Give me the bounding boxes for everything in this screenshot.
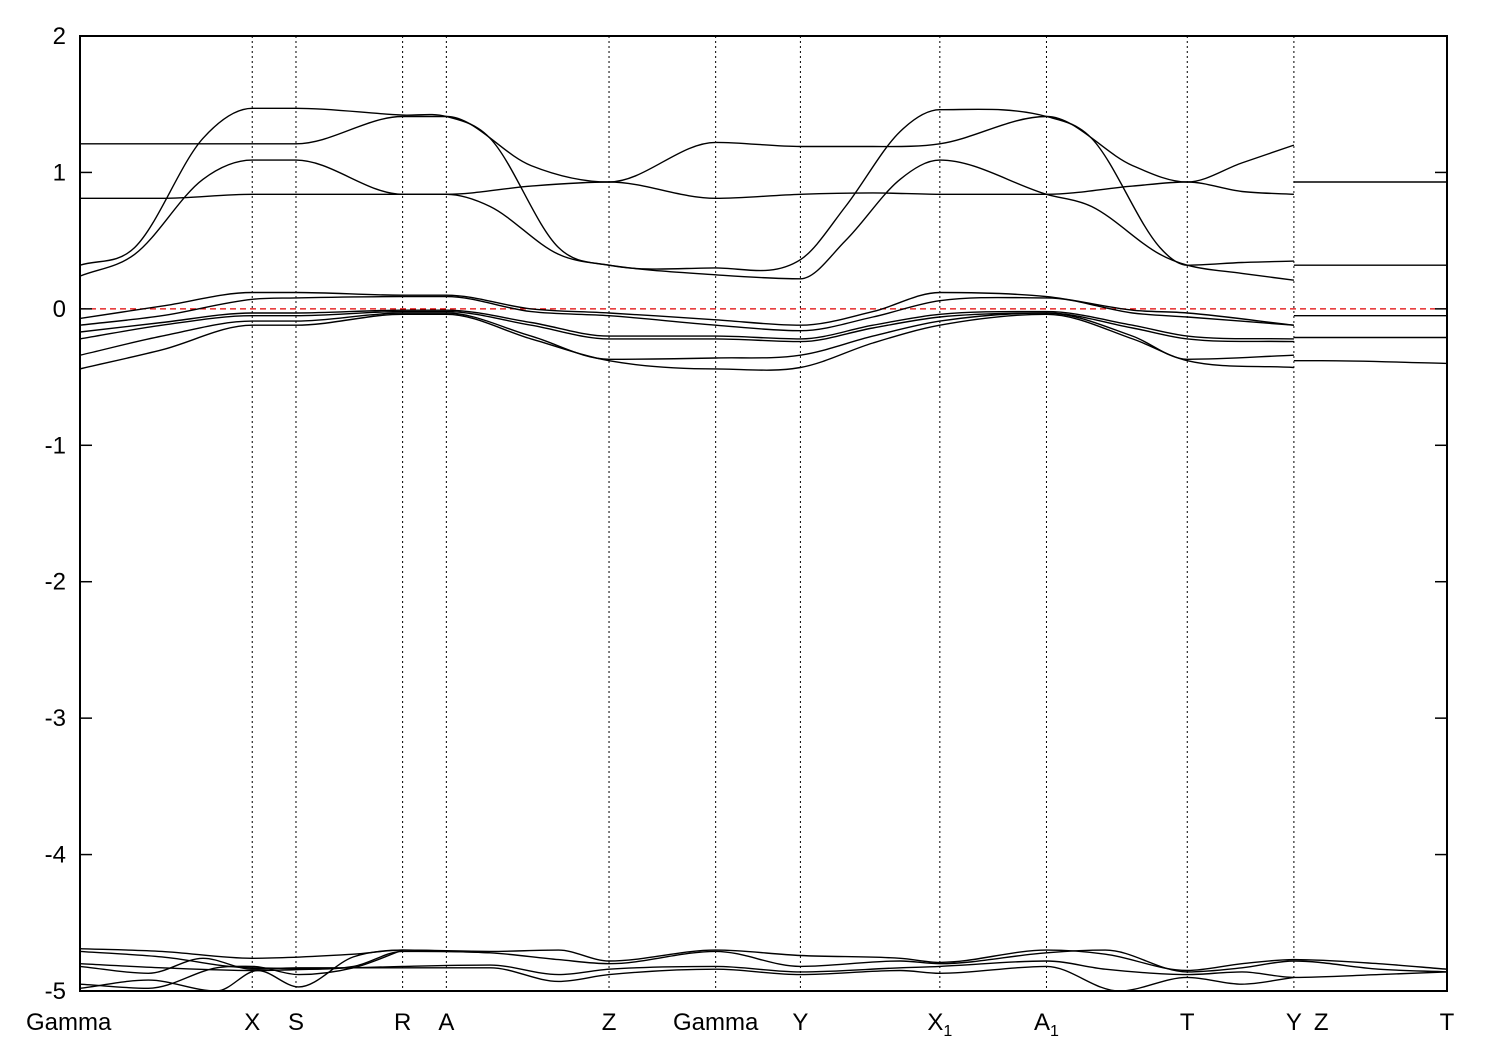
kpoint-label-3: R <box>394 1009 411 1036</box>
kpoint-label-11: Y <box>1286 1009 1302 1036</box>
band-3 <box>80 159 1294 281</box>
band-1 <box>80 181 1294 200</box>
band-lines <box>80 107 1447 991</box>
kpoint-label-text-13: T <box>1440 1009 1455 1036</box>
kpoint-label-4: A <box>438 1009 454 1036</box>
kpoint-label-7: Y <box>792 1009 808 1036</box>
band-2 <box>80 107 1294 272</box>
kpoint-label-text-7: Y <box>792 1009 808 1036</box>
y-tick-label-4: -2 <box>45 569 66 596</box>
band-15 <box>80 948 1447 972</box>
kpoint-label-text-5: Z <box>602 1009 617 1036</box>
kpoint-label-text-0: Gamma <box>26 1009 112 1036</box>
kpoint-label-text-9: A <box>1034 1009 1050 1036</box>
kpoint-label-1: X <box>244 1009 260 1036</box>
kpoint-label-13: T <box>1440 1009 1455 1036</box>
kpoint-label-12: Z <box>1314 1009 1329 1036</box>
plot-frame-group <box>79 35 1448 992</box>
kpoint-label-text-12: Z <box>1314 1009 1329 1036</box>
band-7 <box>80 295 1294 332</box>
kpoint-label-text-11: Y <box>1286 1009 1302 1036</box>
kpoint-label-text-3: R <box>394 1009 411 1036</box>
y-axis-ticks: 2 1 0 -1 -2 -3 -4 -5 <box>45 23 1447 1005</box>
kpoint-label-text-4: A <box>438 1009 454 1036</box>
kpoint-label-5: Z <box>602 1009 617 1036</box>
band-0 <box>80 115 1295 183</box>
band-6 <box>80 291 1294 326</box>
kpoint-lines <box>251 36 1295 991</box>
y-tick-label-6: -4 <box>45 842 66 869</box>
kpoint-label-text-8: X <box>927 1009 943 1036</box>
kpoint-label-text-10: T <box>1180 1009 1195 1036</box>
kpoint-label-8: X1 <box>927 1009 952 1040</box>
kpoint-label-text-1: X <box>244 1009 260 1036</box>
band-8 <box>80 309 1294 340</box>
band-20 <box>80 949 491 991</box>
kpoint-label-2: S <box>288 1009 304 1036</box>
kpoint-label-text-6: Gamma <box>673 1009 759 1036</box>
y-tick-label-0: 2 <box>53 23 66 50</box>
kpoint-label-9: A1 <box>1034 1009 1059 1040</box>
kpoint-label-0: Gamma <box>26 1009 112 1036</box>
y-tick-label-7: -5 <box>45 978 66 1005</box>
band-18 <box>80 957 1294 991</box>
kpoint-label-sub-9: 1 <box>1050 1023 1059 1040</box>
kpoint-label-text-2: S <box>288 1009 304 1036</box>
plot-frame <box>79 35 1448 992</box>
y-tick-label-3: -1 <box>45 432 66 459</box>
y-tick-label-1: 1 <box>53 159 66 186</box>
x-axis-labels: Gamma X S R A Z Gamma Y X1 A1 T Y Z T <box>26 1009 1455 1040</box>
y-tick-label-5: -3 <box>45 705 66 732</box>
y-tick-label-2: 0 <box>53 296 66 323</box>
kpoint-label-10: T <box>1180 1009 1195 1036</box>
kpoint-label-6: Gamma <box>673 1009 759 1036</box>
band-14 <box>1293 359 1447 365</box>
kpoint-label-sub-8: 1 <box>943 1023 952 1040</box>
band-10 <box>80 312 1294 361</box>
band-11 <box>80 313 1294 371</box>
band-9 <box>80 310 1294 343</box>
band-19 <box>80 949 403 990</box>
